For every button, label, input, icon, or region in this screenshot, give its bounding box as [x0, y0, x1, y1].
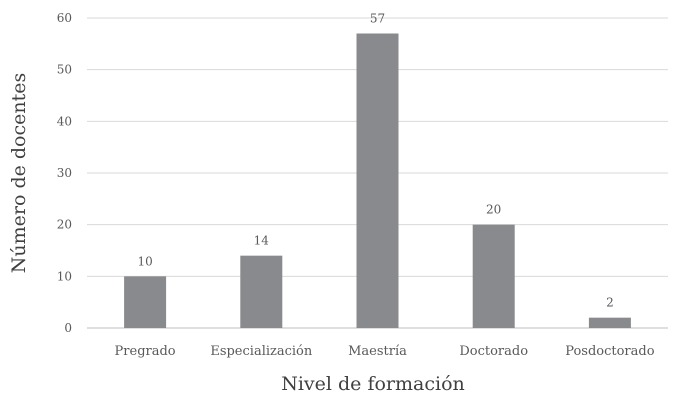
x-tick-label: Especialización [210, 344, 313, 359]
data-label: 14 [254, 234, 270, 248]
y-axis-ticks: 0 10 20 30 40 50 60 [57, 11, 72, 335]
y-axis-title: Número de docentes [8, 73, 30, 273]
data-label: 57 [370, 12, 385, 26]
data-labels: 10 14 57 20 2 [137, 12, 613, 310]
data-label: 2 [606, 296, 614, 310]
bar [356, 33, 399, 328]
y-tick-label: 20 [57, 218, 72, 232]
y-tick-label: 0 [64, 321, 72, 335]
x-axis-title: Nivel de formación [281, 373, 465, 395]
bar [472, 224, 515, 328]
y-tick-label: 10 [57, 269, 72, 283]
y-tick-label: 60 [57, 11, 72, 25]
bars [124, 33, 631, 328]
bar [124, 276, 167, 328]
y-tick-label: 30 [57, 166, 72, 180]
y-tick-label: 50 [57, 63, 72, 77]
x-tick-label: Posdoctorado [565, 344, 654, 359]
x-tick-label: Maestría [348, 344, 407, 359]
bar [588, 317, 631, 328]
x-tick-label: Pregrado [115, 344, 176, 359]
data-label: 20 [486, 203, 501, 217]
x-axis-ticks: Pregrado Especialización Maestría Doctorado… [115, 344, 655, 359]
data-label: 10 [137, 254, 152, 268]
bar [240, 255, 283, 328]
x-tick-label: Doctorado [459, 344, 528, 359]
y-tick-label: 40 [57, 114, 72, 128]
